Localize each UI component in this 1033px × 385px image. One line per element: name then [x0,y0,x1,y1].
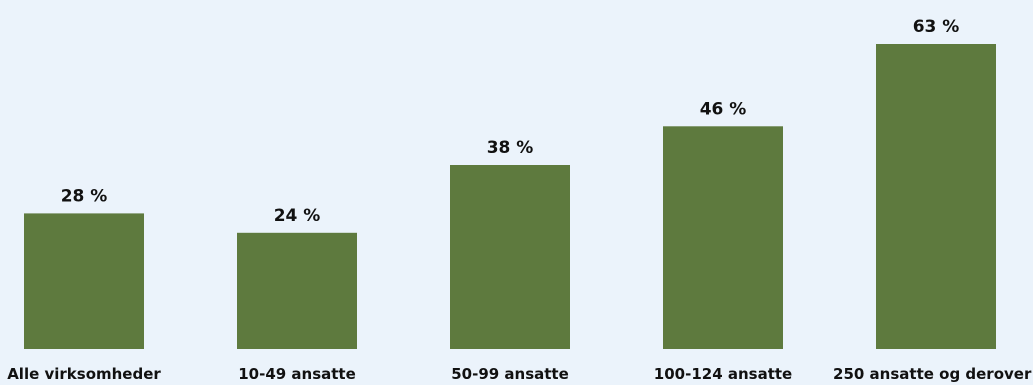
category-label-3: 50-99 ansatte [451,365,569,383]
bar-5 [876,44,996,349]
bar-value-label-5: 63 % [913,17,960,37]
bar-value-label-1: 28 % [61,186,108,206]
bars-group [24,44,996,349]
bar-value-label-2: 24 % [274,206,321,226]
category-label-4: 100-124 ansatte [654,365,792,383]
category-label-5: 250 ansatte og derover [833,365,1032,383]
bar-3 [450,165,570,349]
bar-value-label-4: 46 % [700,99,747,119]
category-label-2: 10-49 ansatte [238,365,356,383]
bar-1 [24,213,144,349]
bar-value-label-3: 38 % [487,138,534,158]
category-labels-group: Alle virksomheder 10-49 ansatte 50-99 ansa… [7,365,1032,383]
bar-2 [237,232,357,349]
bar-4 [663,126,783,349]
value-labels-group: 28 % 24 % 38 % 46 % 63 % [61,17,960,226]
category-label-1: Alle virksomheder [7,365,161,383]
